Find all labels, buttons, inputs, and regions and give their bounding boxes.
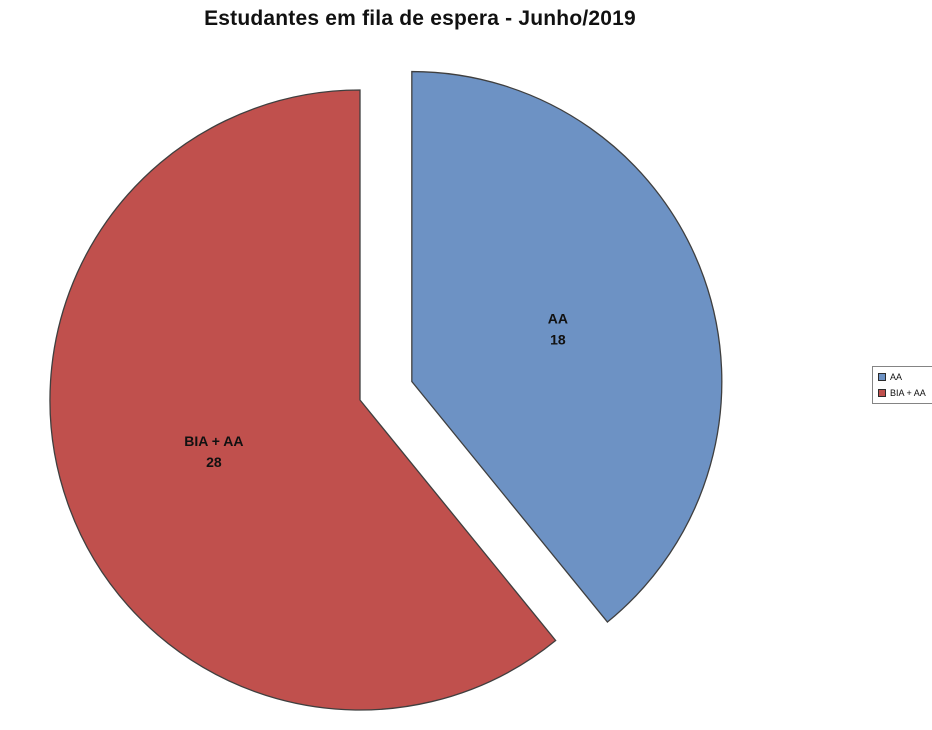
legend: AA BIA + AA — [872, 366, 932, 404]
legend-swatch-bia-aa-icon — [878, 389, 886, 397]
pie-slice-bia-aa — [49, 89, 557, 711]
pie-slice-aa — [411, 70, 723, 623]
slice-value-aa: 18 — [550, 332, 566, 348]
legend-item-bia-aa: BIA + AA — [878, 388, 926, 398]
slice-value-bia-aa: 28 — [206, 454, 222, 470]
legend-label-aa: AA — [890, 372, 903, 382]
chart-title: Estudantes em fila de espera - Junho/201… — [204, 7, 636, 30]
legend-item-aa: AA — [878, 372, 926, 382]
legend-swatch-aa-icon — [878, 373, 886, 381]
slice-label-bia-aa: BIA + AA — [184, 433, 243, 449]
legend-label-bia-aa: BIA + AA — [890, 388, 926, 398]
slice-label-aa: AA — [548, 311, 568, 327]
